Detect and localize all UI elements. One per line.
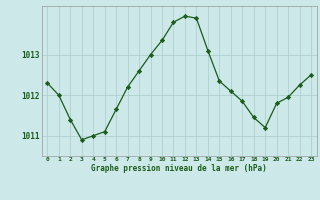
X-axis label: Graphe pression niveau de la mer (hPa): Graphe pression niveau de la mer (hPa) bbox=[91, 164, 267, 173]
